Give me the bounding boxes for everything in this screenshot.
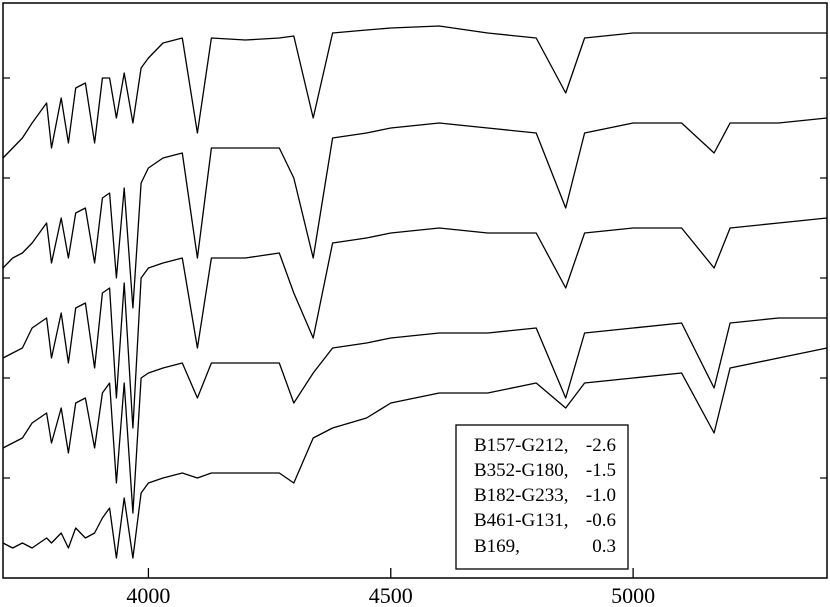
legend-value-4: -0.6 <box>586 510 616 531</box>
x-axis-ticks: 4000 4500 5000 <box>126 568 655 607</box>
legend-name-3: B182-G233, <box>474 485 568 506</box>
legend-name-5: B169, <box>474 536 520 557</box>
spectrum-line-3 <box>2 217 828 429</box>
spectrum-line-2 <box>2 117 828 309</box>
legend-value-1: -2.6 <box>586 435 616 456</box>
legend-name-1: B157-G212, <box>474 435 568 456</box>
legend-name-4: B461-G131, <box>474 510 568 531</box>
spectra-series <box>2 25 828 559</box>
x-tick-label-4000: 4000 <box>126 583 170 607</box>
spectrum-line-4 <box>2 317 827 514</box>
legend-value-3: -1.0 <box>586 485 616 506</box>
legend-name-2: B352-G180, <box>474 460 568 481</box>
plot-frame <box>2 2 828 579</box>
x-tick-label-4500: 4500 <box>369 583 413 607</box>
legend-value-2: -1.5 <box>586 460 616 481</box>
legend: B157-G212, -2.6 B352-G180, -1.5 B182-G23… <box>455 424 629 570</box>
spectrum-line-5 <box>2 347 828 559</box>
legend-box <box>455 424 629 570</box>
spectrum-line-1 <box>2 25 827 159</box>
x-tick-label-5000: 5000 <box>611 583 655 607</box>
y-axis-ticks <box>3 77 827 479</box>
legend-value-5: 0.3 <box>592 536 616 557</box>
